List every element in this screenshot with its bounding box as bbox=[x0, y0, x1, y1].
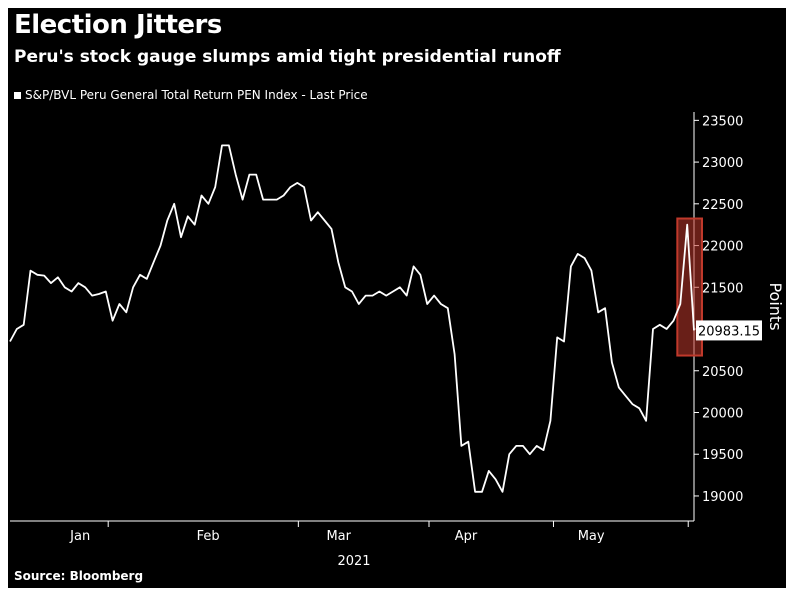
x-tick-label: Apr bbox=[455, 529, 478, 544]
x-tick-label: Mar bbox=[326, 529, 351, 544]
last-value-box bbox=[696, 320, 762, 341]
series-line bbox=[9, 144, 695, 493]
x-tick-label: Feb bbox=[197, 529, 220, 544]
last-value-label: 20983.15 bbox=[698, 324, 760, 339]
y-tick-label: 22000 bbox=[702, 240, 743, 255]
chart-title: Election Jitters bbox=[14, 10, 222, 40]
x-year-label: 2021 bbox=[337, 554, 370, 569]
x-tick-label: Jan bbox=[69, 529, 90, 544]
y-tick-label: 23000 bbox=[702, 156, 743, 171]
legend-swatch bbox=[14, 91, 21, 99]
y-axis-title: Points bbox=[766, 282, 785, 330]
legend-label: S&P/BVL Peru General Total Return PEN In… bbox=[25, 88, 368, 102]
source-note: Source: Bloomberg bbox=[14, 569, 144, 583]
y-tick-label: 19500 bbox=[702, 448, 743, 463]
chart-legend: S&P/BVL Peru General Total Return PEN In… bbox=[14, 88, 368, 102]
y-tick-label: 20000 bbox=[702, 406, 743, 421]
y-tick-label: 20500 bbox=[702, 365, 743, 380]
line-chart: 1900019500200002050021000215002200022500… bbox=[9, 112, 785, 569]
y-tick-label: 22500 bbox=[702, 198, 743, 213]
y-tick-label: 19000 bbox=[702, 490, 743, 505]
x-tick-label: May bbox=[578, 529, 605, 544]
y-tick-label: 23500 bbox=[702, 114, 743, 129]
y-tick-label: 21500 bbox=[702, 281, 743, 296]
chart-panel: Election Jitters Peru's stock gauge slum… bbox=[8, 8, 786, 588]
chart-subtitle: Peru's stock gauge slumps amid tight pre… bbox=[14, 47, 561, 67]
